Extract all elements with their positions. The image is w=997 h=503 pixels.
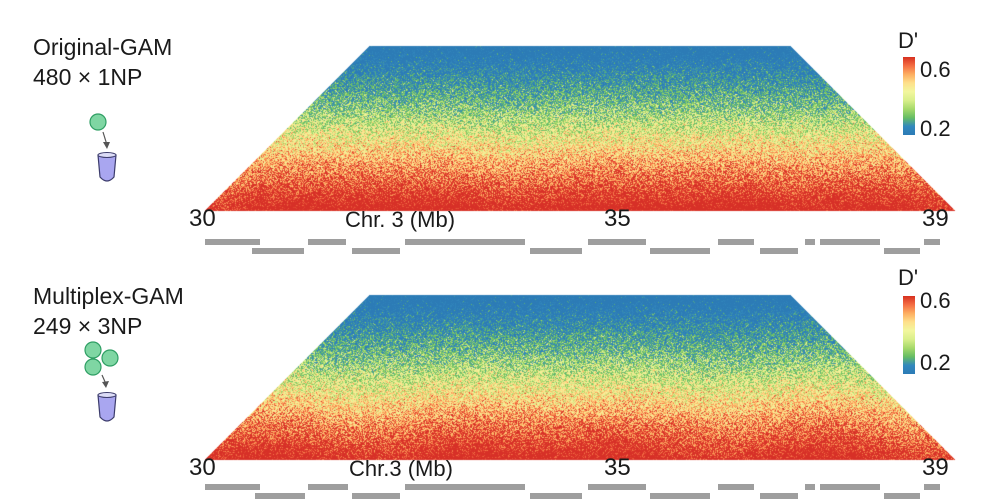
- multiplex-gam-panel: Multiplex-GAM 249 × 3NP 30 Chr.3 (Mb) 35…: [0, 249, 997, 499]
- axis-tick-mid: 35: [604, 454, 631, 481]
- gene-track: [205, 484, 940, 499]
- dprime-heatmap: [200, 249, 960, 498]
- sampling-label: 480 × 1NP: [33, 64, 143, 90]
- colorbar: [903, 57, 915, 135]
- axis-label: Chr. 3 (Mb): [345, 207, 456, 232]
- sampling-label: 249 × 3NP: [33, 313, 143, 339]
- axis-tick-mid: 35: [604, 205, 631, 232]
- colorbar-min-label: 0.2: [920, 116, 951, 141]
- method-label: Original-GAM: [33, 34, 173, 60]
- colorbar-max-label: 0.6: [920, 288, 951, 313]
- dprime-heatmap: [200, 0, 960, 249]
- colorbar: [903, 296, 915, 374]
- colorbar-max-label: 0.6: [920, 57, 951, 82]
- original-gam-panel: Original-GAM 480 × 1NP 30 Chr. 3 (Mb) 35…: [0, 0, 997, 254]
- axis-tick-start: 30: [189, 454, 216, 481]
- colorbar-title: D': [898, 28, 919, 53]
- axis-tick-start: 30: [189, 205, 216, 232]
- colorbar-min-label: 0.2: [920, 350, 951, 375]
- single-np-tube-icon: [89, 113, 117, 182]
- colorbar-title: D': [898, 265, 919, 290]
- triple-np-tube-icon: [84, 341, 119, 422]
- method-label: Multiplex-GAM: [33, 283, 184, 309]
- axis-tick-end: 39: [922, 454, 949, 481]
- axis-tick-end: 39: [922, 205, 949, 232]
- axis-label: Chr.3 (Mb): [349, 456, 453, 481]
